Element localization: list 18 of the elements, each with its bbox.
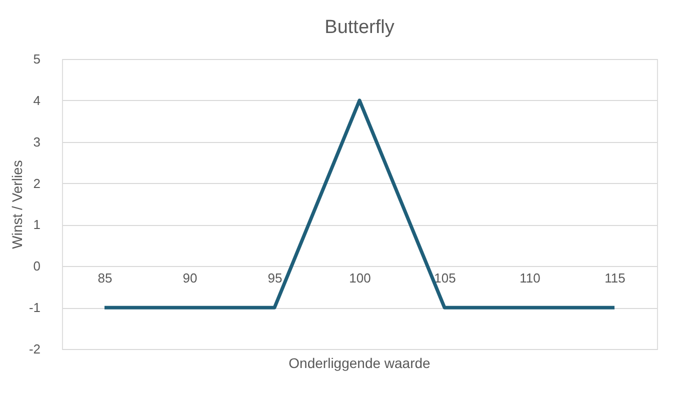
y-tick-label: 5 xyxy=(33,52,40,66)
x-tick-label: 95 xyxy=(268,270,282,286)
x-tick-label: 85 xyxy=(98,270,112,286)
x-tick-label: 105 xyxy=(434,270,456,286)
x-tick-label: 100 xyxy=(349,270,371,286)
y-tick-label: 4 xyxy=(33,92,40,108)
chart-title: Butterfly xyxy=(324,17,395,38)
x-tick-label: 90 xyxy=(182,270,198,286)
x-tick-label: 115 xyxy=(604,270,626,286)
y-tick-label: 3 xyxy=(33,134,40,150)
y-tick-label: 0 xyxy=(33,258,40,274)
y-tick-label: -1 xyxy=(28,300,40,316)
y-tick-label: -2 xyxy=(28,342,40,356)
y-tick-label: 1 xyxy=(33,217,40,232)
y-tick-label: 2 xyxy=(33,176,40,191)
x-axis-title: Onderliggende waarde xyxy=(288,355,431,371)
x-tick-label: 110 xyxy=(520,270,540,286)
y-axis-title: Winst / Verlies xyxy=(8,160,25,249)
